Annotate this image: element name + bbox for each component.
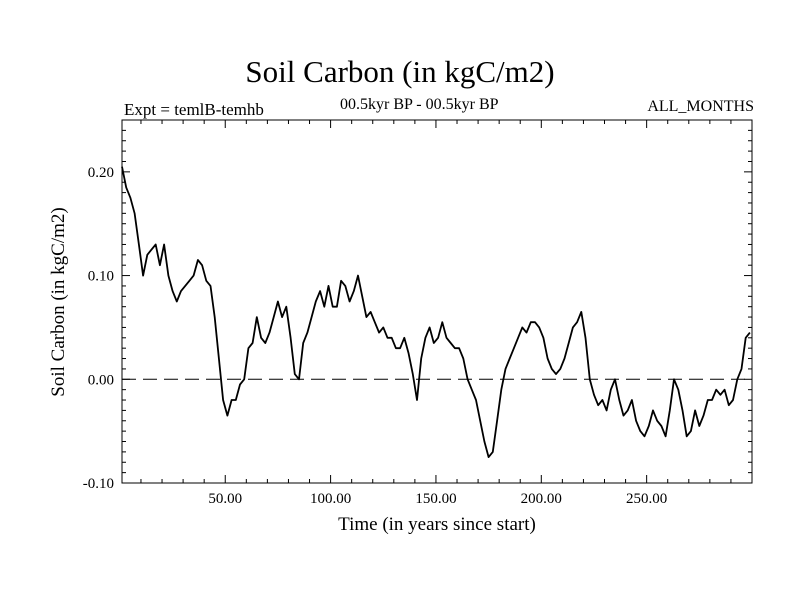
y-tick-label: -0.10: [83, 476, 114, 492]
experiment-label: Expt = temlB-temhb: [124, 100, 264, 119]
y-axis-label: Soil Carbon (in kgC/m2): [48, 207, 69, 396]
x-axis-label: Time (in years since start): [338, 514, 536, 535]
tick-marks: [122, 119, 753, 484]
y-tick-label: 0.20: [88, 165, 114, 181]
series-line: [121, 166, 751, 459]
x-tick-labels: 50.00 100.00 150.00 200.00 250.00: [208, 491, 667, 507]
months-label: ALL_MONTHS: [647, 98, 754, 115]
y-tick-labels: -0.10 0.00 0.10 0.20: [83, 165, 114, 492]
x-tick-label: 200.00: [521, 491, 562, 507]
x-tick-label: 150.00: [415, 491, 456, 507]
x-tick-label: 250.00: [626, 491, 667, 507]
chart-title: Soil Carbon (in kgC/m2): [245, 54, 555, 89]
plot-frame: [121, 119, 753, 484]
y-tick-label: 0.10: [88, 269, 114, 285]
x-tick-label: 100.00: [310, 491, 351, 507]
period-label: 00.5kyr BP - 00.5kyr BP: [340, 96, 499, 113]
y-tick-label: 0.00: [88, 372, 114, 388]
x-tick-label: 50.00: [208, 491, 242, 507]
